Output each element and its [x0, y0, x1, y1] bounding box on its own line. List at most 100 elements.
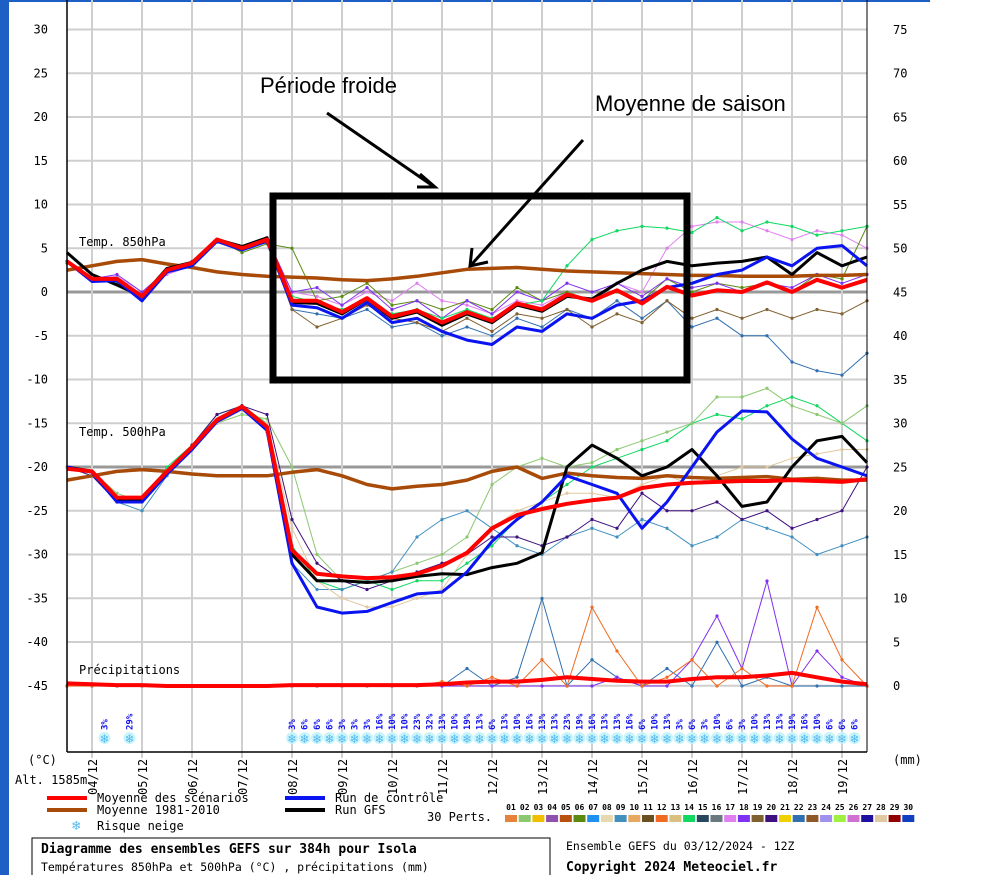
- precip-perturbation-12-point: [690, 658, 694, 662]
- t500-perturbation-28-point: [515, 509, 519, 513]
- t850-perturbation-18-point: [715, 281, 719, 285]
- snow-risk-percent: 16%: [626, 713, 636, 730]
- t500-perturbation-09-point: [790, 535, 794, 539]
- snow-risk-bg: [561, 732, 573, 744]
- t850-perturbation-17-point: [815, 229, 819, 233]
- precip-perturbation-12-point: [540, 658, 544, 662]
- snow-risk-percent: 13%: [613, 713, 623, 730]
- date-tick-label: 16/12: [686, 759, 700, 795]
- t500-perturbation-28-point: [365, 605, 369, 609]
- snow-risk-percent: 10%: [513, 713, 523, 730]
- t500-perturbation-02-point: [790, 404, 794, 408]
- left-tick-label: -20: [26, 460, 48, 474]
- right-axis-unit: (mm): [893, 753, 922, 767]
- snow-risk-bg: [673, 732, 686, 744]
- snowflake-icon: ❄: [537, 732, 546, 747]
- t850-perturbation-06-point: [490, 307, 494, 312]
- t500-perturbation-09-point: [665, 526, 669, 530]
- snow-risk-bg: [598, 732, 611, 744]
- member-swatch: [861, 815, 874, 822]
- t850-perturbation-18-point: [465, 299, 469, 303]
- t500-perturbation-20-point: [290, 517, 294, 522]
- t850-perturbation-18-point: [590, 290, 594, 294]
- legend: Moyenne des scénarios Moyenne 1981-2010 …: [47, 791, 915, 834]
- snow-risk-bg: [548, 732, 561, 744]
- snow-risk-percent: 10%: [388, 713, 398, 730]
- left-tick-label: 10: [34, 198, 48, 212]
- left-tick-label: -45: [26, 679, 48, 693]
- t850-perturbation-17-point: [765, 229, 769, 233]
- t500-perturbation-20-point: [265, 412, 269, 417]
- t500-perturbation-20-point: [615, 526, 619, 530]
- precip-perturbation-12-point: [515, 684, 519, 688]
- t500-perturbation-09-point: [590, 526, 594, 530]
- snowflake-icon: ❄: [637, 732, 646, 747]
- t850-perturbation-22-point: [465, 325, 469, 329]
- member-swatches: 01 02 03 04 05 06 07 08 09 10 11 12 13 14 15 16 17 18 19 20…: [505, 803, 915, 822]
- snow-risk-percent: 6%: [326, 719, 336, 730]
- precip-perturbation-12-point: [715, 684, 719, 688]
- t850-perturbation-19-point: [765, 307, 769, 312]
- member-swatch: [765, 815, 778, 822]
- snow-risk-percent: 6%: [838, 719, 848, 730]
- t500-perturbation-20-point: [690, 509, 694, 513]
- t500-perturbation-02-point: [640, 439, 644, 443]
- t500-perturbation-02-point: [715, 395, 719, 399]
- t850-perturbation-22-point: [315, 312, 319, 316]
- t850-perturbation-19-point: [565, 307, 569, 312]
- member-number: 16: [712, 803, 722, 812]
- t850-perturbation-17-point: [690, 224, 694, 228]
- t850-perturbation-19-point: [465, 316, 469, 320]
- snowflake-icon: ❄: [600, 732, 609, 747]
- t850-perturbation-18-point: [390, 307, 394, 312]
- t850-perturbation-06-point: [515, 286, 519, 290]
- t850-perturbation-06-point: [740, 286, 744, 290]
- window-edge-top: [0, 0, 930, 2]
- snow-risk-percent: 10%: [451, 713, 461, 730]
- precip-perturbation-18-point: [840, 675, 844, 679]
- t850-perturbation-06-point: [390, 303, 394, 307]
- snowflake-icon: ❄: [562, 732, 571, 747]
- snow-risk-percent: 3%: [288, 719, 298, 730]
- t850-perturbation-14-point: [790, 224, 794, 228]
- date-tick-label: 07/12: [236, 759, 250, 795]
- member-swatch: [902, 815, 915, 822]
- snowflake-icon: ❄: [312, 732, 321, 747]
- precip-perturbation-12-point: [740, 666, 744, 671]
- snow-risk-bg: [761, 732, 773, 744]
- legend-label-gfs: Run GFS: [335, 803, 386, 817]
- cold-period-box: [269, 192, 691, 384]
- member-number: 12: [657, 803, 667, 812]
- member-number: 11: [643, 803, 653, 812]
- t850-perturbation-17-point: [315, 294, 319, 298]
- t500-perturbation-20-point: [515, 535, 519, 539]
- t850-perturbation-22-point: [365, 307, 369, 312]
- snow-risk-percent: 3%: [738, 719, 748, 730]
- snowflake-icon: ❄: [125, 732, 134, 747]
- snowflake-icon: ❄: [587, 732, 596, 747]
- snow-risk-bg: [823, 732, 836, 744]
- snowflake-icon: ❄: [400, 732, 409, 747]
- t500-perturbation-20-point: [665, 509, 669, 513]
- snow-risk-bg: [848, 732, 861, 744]
- precip-perturbation-18-point: [490, 684, 494, 688]
- t500-mean-line: [66, 404, 868, 581]
- right-tick-label: 70: [893, 67, 907, 81]
- snow-risk-percent: 19%: [463, 713, 473, 730]
- t500-perturbation-02-point: [465, 535, 469, 539]
- t500-gfs-line: [66, 406, 869, 584]
- grid: [67, 0, 867, 758]
- date-tick-label: 15/12: [636, 759, 650, 795]
- left-tick-label: 15: [34, 154, 48, 168]
- snow-risk-bg: [361, 732, 373, 744]
- precip-perturbation-18-point: [615, 675, 619, 679]
- snowflake-icon: ❄: [525, 732, 534, 747]
- snow-risk-percent: 13%: [538, 713, 548, 730]
- t500-perturbation-09-point: [140, 509, 144, 513]
- t850-perturbation-14-point: [765, 220, 769, 224]
- member-swatch: [820, 815, 833, 822]
- t850-perturbation-17-point: [715, 220, 719, 224]
- t850-perturbation-22-point: [640, 316, 644, 320]
- t500-perturbation-14-point: [715, 412, 719, 417]
